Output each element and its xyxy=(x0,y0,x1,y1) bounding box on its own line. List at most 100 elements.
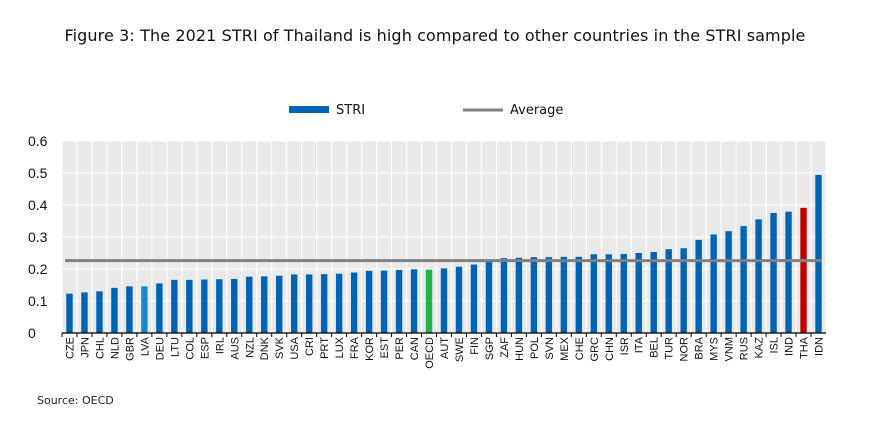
bar-usa xyxy=(290,274,298,333)
x-tick-label: NOR xyxy=(679,337,691,362)
x-tick-label: DNK xyxy=(259,336,271,360)
x-tick-label: USA xyxy=(289,336,301,359)
legend-swatch-stri xyxy=(289,106,329,113)
bar-per xyxy=(395,269,403,333)
bar-mys xyxy=(710,234,717,333)
bar-idn xyxy=(815,174,822,333)
bar-kor xyxy=(365,270,373,333)
x-tick-label: EST xyxy=(379,337,391,359)
bar-ita xyxy=(635,253,642,333)
x-tick-label: LVA xyxy=(139,336,151,356)
bar-fin xyxy=(470,264,478,333)
bar-swe xyxy=(455,266,463,333)
x-tick-label: ISL xyxy=(769,337,781,354)
bar-bra xyxy=(695,239,702,333)
bar-ind xyxy=(785,211,792,333)
bar-hun xyxy=(515,257,523,333)
x-tick-label: KAZ xyxy=(754,337,766,359)
bar-grc xyxy=(590,254,598,333)
x-tick-label: CHE xyxy=(574,337,586,360)
x-tick-label: ISR xyxy=(619,337,631,355)
bar-tur xyxy=(665,249,672,333)
source-note: Source: OECD xyxy=(37,394,114,407)
bar-svn xyxy=(545,257,553,333)
x-tick-label: POL xyxy=(529,337,541,359)
y-tick-label: 0 xyxy=(28,325,36,341)
x-tick-label: HUN xyxy=(514,337,526,361)
legend-label-stri: STRI xyxy=(336,103,365,118)
x-tick-label: FRA xyxy=(349,336,361,359)
legend-label-average: Average xyxy=(510,103,563,118)
x-tick-label: AUS xyxy=(229,337,241,360)
x-tick-label: GRC xyxy=(589,337,601,362)
chart-title: Figure 3: The 2021 STRI of Thailand is h… xyxy=(64,26,806,45)
x-tick-label: IND xyxy=(784,337,796,356)
y-tick-label: 0.6 xyxy=(28,133,48,149)
x-tick-label: OECD xyxy=(424,337,436,369)
y-tick-label: 0.1 xyxy=(28,293,48,309)
bar-est xyxy=(380,270,388,333)
x-tick-label: SVK xyxy=(274,336,286,359)
x-tick-label: FIN xyxy=(469,337,481,355)
x-tick-label: KOR xyxy=(364,337,376,361)
x-tick-label: CHN xyxy=(604,337,616,361)
bar-svk xyxy=(276,275,283,333)
bar-vnm xyxy=(725,231,732,333)
x-tick-label: COL xyxy=(184,337,196,360)
bar-bel xyxy=(650,252,657,333)
x-tick-label: TUR xyxy=(664,337,676,360)
x-tick-label: CRI xyxy=(304,337,316,356)
x-tick-label: ESP xyxy=(199,337,211,359)
bar-nor xyxy=(680,248,687,333)
x-tick-label: AUT xyxy=(439,337,451,359)
y-tick-label: 0.2 xyxy=(28,261,48,277)
bar-cri xyxy=(305,274,313,333)
x-tick-label: VNM xyxy=(724,337,736,361)
bar-dnk xyxy=(261,276,268,333)
bar-ltu xyxy=(171,279,178,333)
x-tick-label: DEU xyxy=(154,337,166,360)
bar-chn xyxy=(605,254,612,333)
bar-col xyxy=(186,279,193,333)
y-tick-label: 0.3 xyxy=(28,229,48,245)
bar-rus xyxy=(740,226,747,333)
x-tick-label: IDN xyxy=(814,337,826,356)
bar-nzl xyxy=(246,276,253,333)
y-tick-label: 0.4 xyxy=(28,197,48,213)
x-tick-label: BEL xyxy=(649,337,661,358)
bar-zaf xyxy=(500,258,508,333)
bar-nld xyxy=(111,287,118,333)
x-tick-label: LUX xyxy=(334,336,346,358)
bar-gbr xyxy=(126,286,133,333)
bar-tha xyxy=(800,207,807,333)
bar-fra xyxy=(350,272,358,333)
bar-deu xyxy=(156,283,163,333)
y-tick-label: 0.5 xyxy=(28,165,48,181)
bar-cze xyxy=(66,293,73,333)
x-tick-label: GBR xyxy=(124,337,136,361)
x-tick-label: RUS xyxy=(739,337,751,360)
bar-kaz xyxy=(755,219,762,333)
x-tick-label: BRA xyxy=(694,336,706,359)
x-tick-label: ITA xyxy=(634,336,646,353)
x-tick-label: LTU xyxy=(169,337,181,357)
x-tick-label: JPN xyxy=(79,337,91,358)
bar-aut xyxy=(440,268,448,333)
bar-aus xyxy=(231,278,238,333)
bar-jpn xyxy=(81,292,88,333)
x-tick-label: SWE xyxy=(454,337,466,362)
bar-isl xyxy=(770,213,777,333)
bar-isr xyxy=(620,253,627,333)
x-tick-label: PRT xyxy=(319,337,331,359)
bar-chl xyxy=(96,291,103,333)
x-tick-label: THA xyxy=(799,336,811,359)
bar-oecd xyxy=(425,269,433,333)
x-tick-label: CZE xyxy=(64,337,76,359)
x-tick-label: IRL xyxy=(214,337,226,354)
bar-irl xyxy=(216,279,223,333)
bar-sgp xyxy=(485,261,493,333)
bar-lux xyxy=(335,273,343,333)
x-tick-label: NZL xyxy=(244,337,256,358)
x-tick-label: MYS xyxy=(709,337,721,361)
